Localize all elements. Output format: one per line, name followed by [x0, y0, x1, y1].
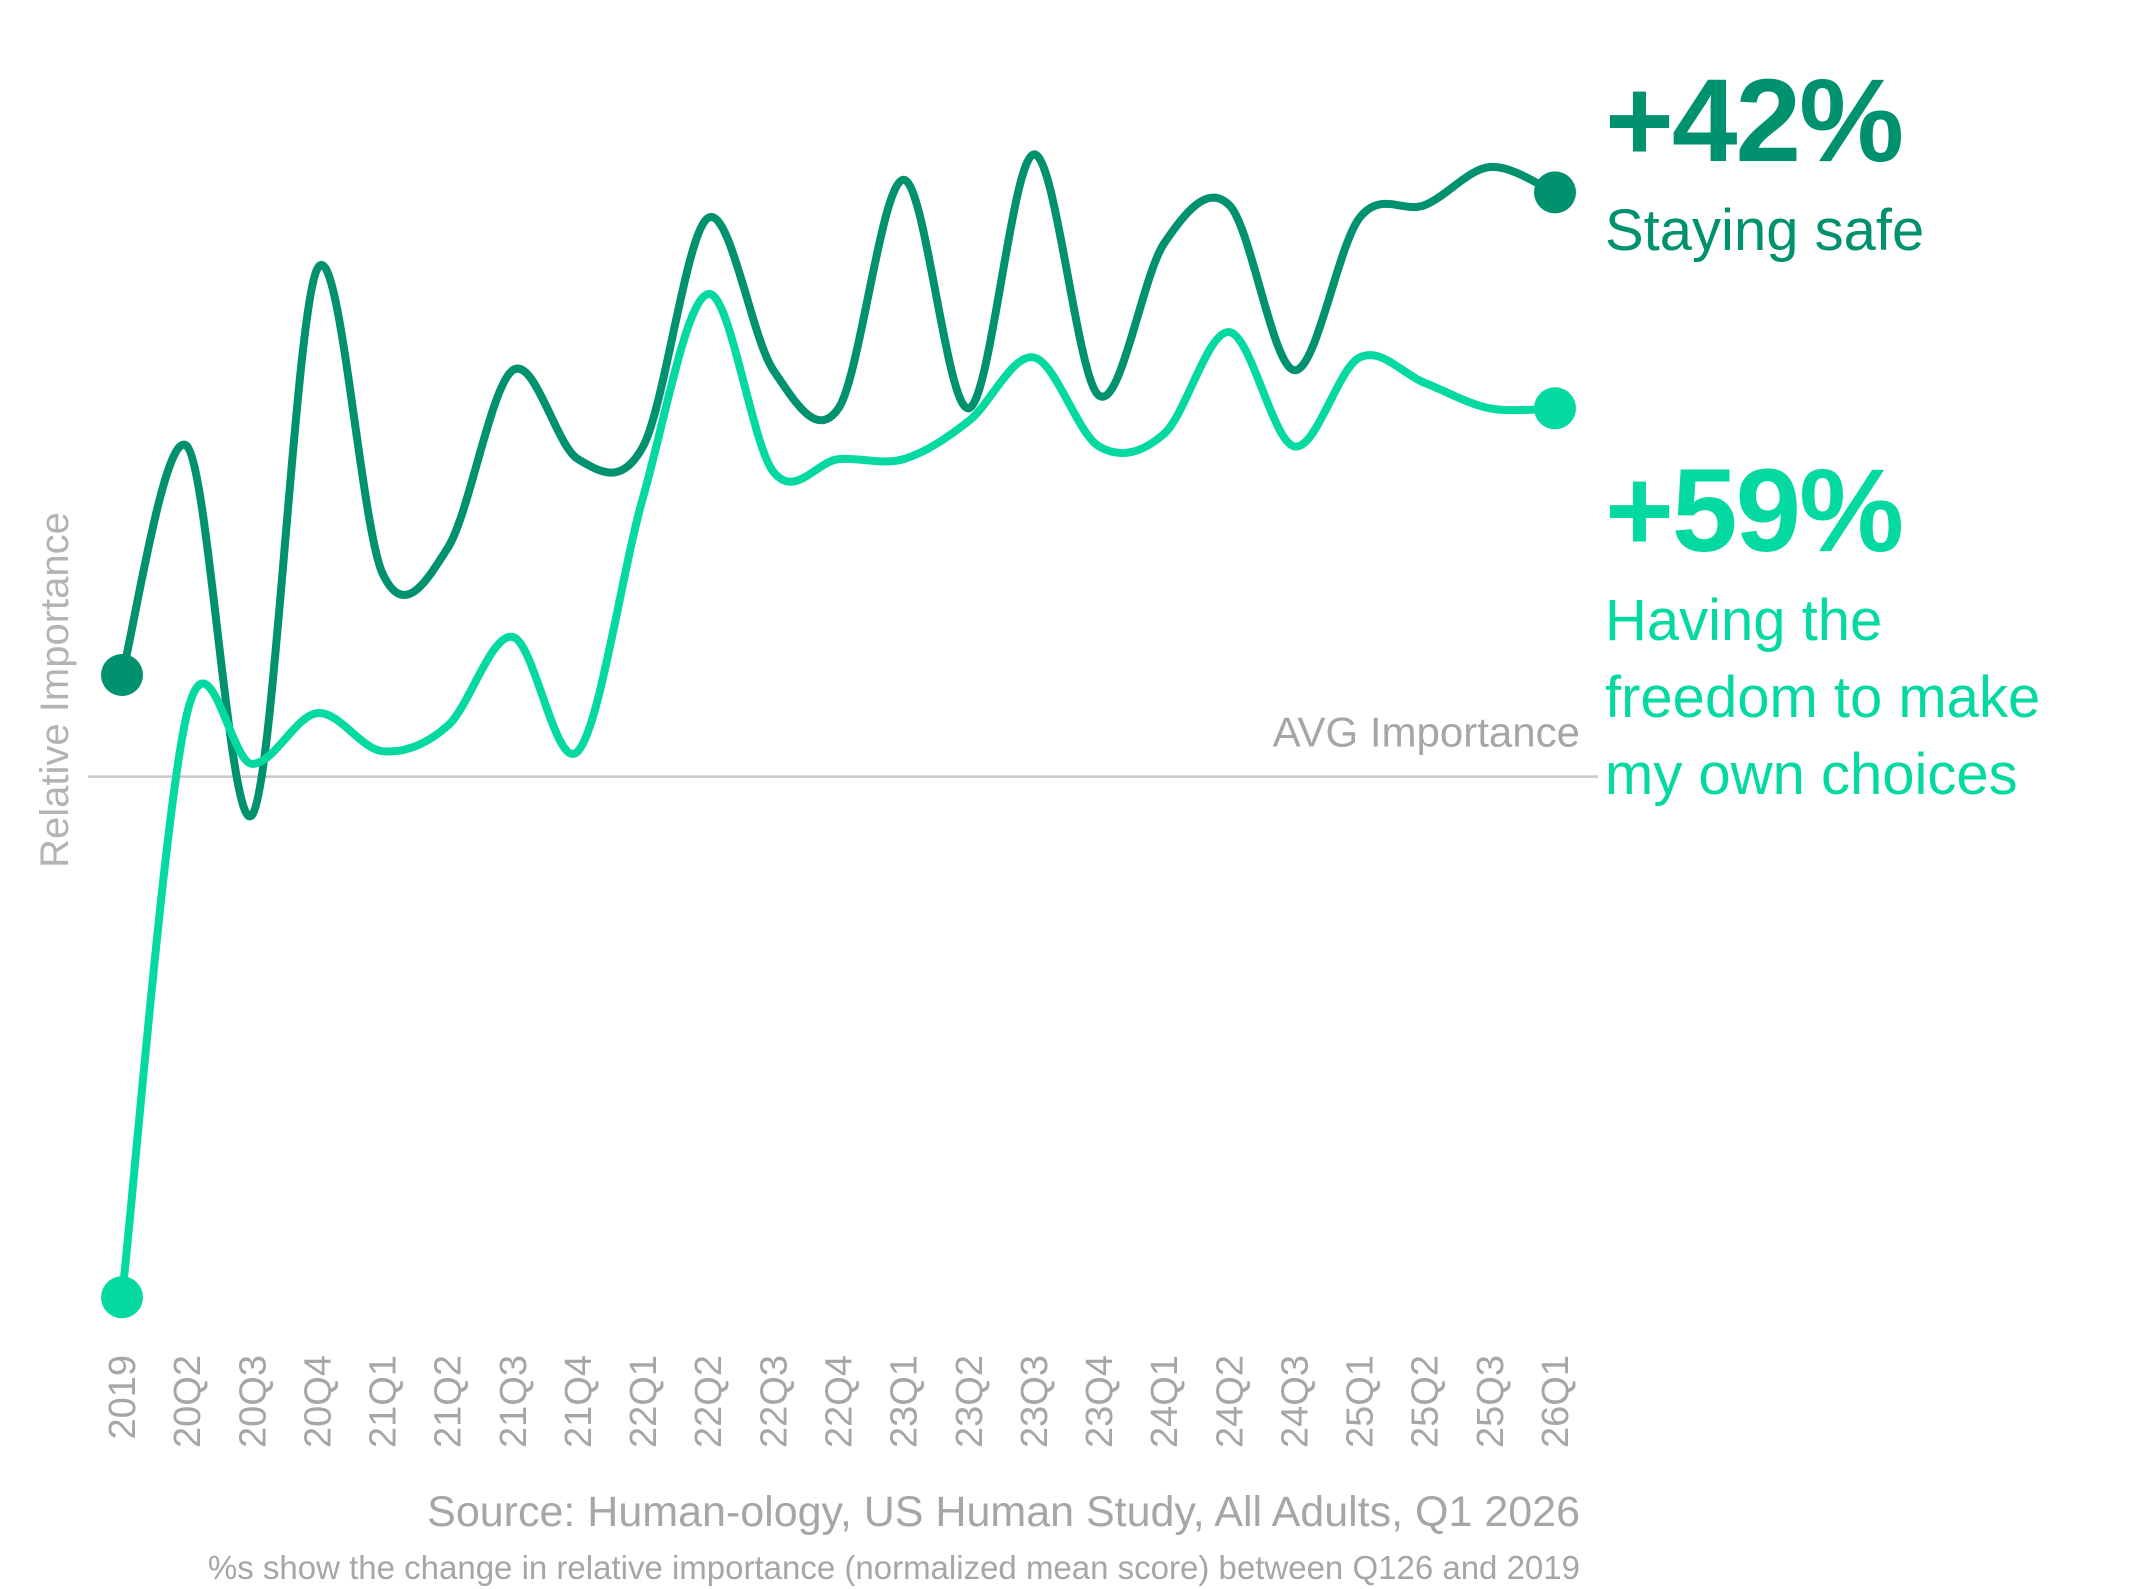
x-tick-label: 24Q3 — [1274, 1355, 1316, 1448]
x-tick-label: 21Q3 — [493, 1355, 535, 1448]
series-1-change-label: +42% — [1605, 55, 1904, 187]
x-tick-label: 22Q1 — [623, 1355, 665, 1448]
series-1-line — [118, 150, 1559, 821]
x-tick-label: 22Q4 — [819, 1355, 861, 1448]
series-layer — [101, 150, 1576, 1319]
x-tick-label: 23Q3 — [1014, 1355, 1056, 1448]
x-tick-label: 24Q2 — [1209, 1355, 1251, 1448]
x-tick-label: 26Q1 — [1535, 1355, 1577, 1448]
x-tick-label: 21Q4 — [558, 1355, 600, 1448]
source-note: Source: Human-ology, US Human Study, All… — [427, 1488, 1580, 1536]
footnote: %s show the change in relative importanc… — [207, 1549, 1580, 1586]
x-tick-label: 2019 — [102, 1355, 144, 1440]
series-1-start-point — [101, 654, 143, 696]
x-tick-label: 21Q2 — [428, 1355, 470, 1448]
x-tick-label: 23Q2 — [949, 1355, 991, 1448]
x-tick-label: 23Q4 — [1079, 1355, 1121, 1448]
series-2-name-line-1: Having the — [1605, 588, 1883, 653]
x-tick-label: 20Q3 — [232, 1355, 274, 1448]
series-1-name: Staying safe — [1605, 198, 1925, 263]
series-1-end-point — [1534, 171, 1576, 214]
series-1-annotation: +42% Staying safe — [1605, 62, 1924, 269]
series-2-annotation: +59% Having the freedom to make my own c… — [1605, 452, 2040, 813]
x-tick-label: 25Q1 — [1340, 1355, 1382, 1448]
x-tick-label: 22Q2 — [688, 1355, 730, 1448]
series-2-end-point — [1534, 387, 1576, 430]
x-tick-label: 23Q1 — [884, 1355, 926, 1448]
x-tick-label: 25Q3 — [1470, 1355, 1512, 1448]
x-tick-label: 22Q3 — [753, 1355, 795, 1448]
x-tick-label: 21Q1 — [363, 1355, 405, 1448]
series-2-start-point — [101, 1276, 143, 1319]
x-tick-label: 24Q1 — [1144, 1355, 1186, 1448]
x-tick-label: 25Q2 — [1405, 1355, 1447, 1448]
x-tick-label: 20Q2 — [167, 1355, 209, 1448]
series-2-name: Having the freedom to make my own choice… — [1605, 582, 2040, 813]
x-axis-ticks: 2019 20Q2 20Q3 20Q4 21Q1 21Q2 21Q3 21Q4 22Q1 22Q2… — [102, 1355, 1577, 1448]
series-2-name-line-3: my own choices — [1605, 742, 2018, 807]
y-axis-title: Relative Importance — [33, 512, 77, 868]
series-2-name-line-2: freedom to make — [1605, 665, 2041, 730]
series-2-line — [118, 290, 1559, 1302]
avg-importance-label: AVG Importance — [1273, 709, 1580, 756]
x-tick-label: 20Q4 — [297, 1355, 339, 1448]
series-2-change-label: +59% — [1605, 445, 1904, 577]
